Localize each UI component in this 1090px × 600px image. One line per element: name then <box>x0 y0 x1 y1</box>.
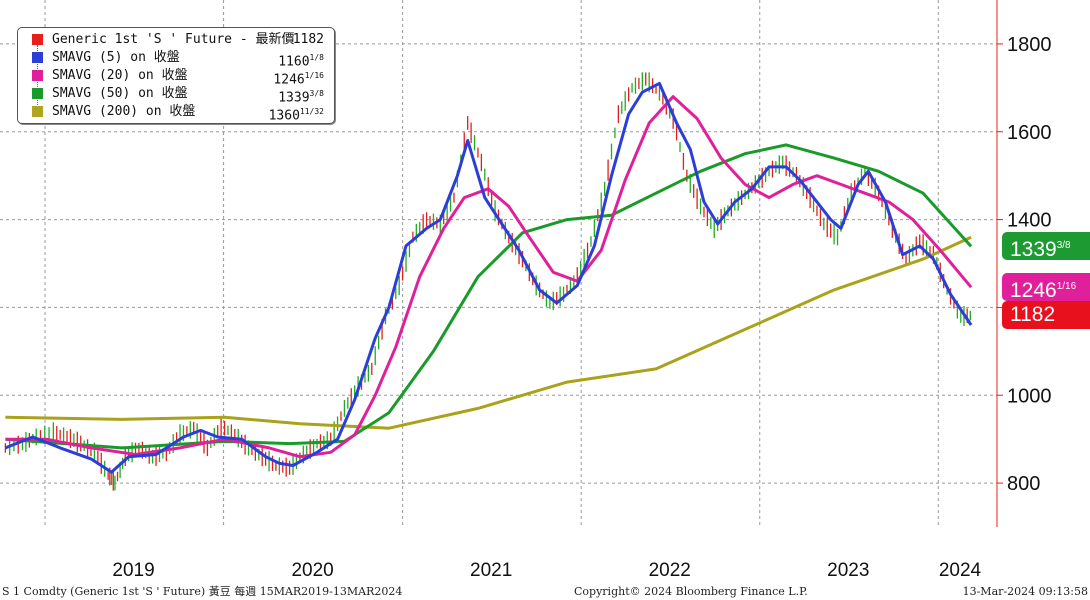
legend-swatch-sma50 <box>32 88 43 99</box>
legend-item-sma5: SMAVG (5) on 收盤 11601/8 <box>18 49 334 69</box>
last-value-tag-fraction: 3/8 <box>1056 240 1071 252</box>
legend-value-sma50-frac: 3/8 <box>309 89 324 98</box>
legend-value-sma20-int: 1246 <box>273 72 305 88</box>
legend-item-price: Generic 1st 'S ' Future - 最新價 1182 <box>18 31 334 48</box>
legend-label-price: Generic 1st 'S ' Future - 最新價 <box>52 32 295 47</box>
footer-ticker-info: S 1 Comdty (Generic 1st 'S ' Future) 黃豆 … <box>2 585 403 598</box>
legend-value-sma5-frac: 1/8 <box>309 53 324 62</box>
legend-label-sma20: SMAVG (20) on 收盤 <box>52 68 188 83</box>
legend-value-sma5-int: 1160 <box>278 54 310 70</box>
last-value-tag-fraction: 1/16 <box>1056 281 1077 293</box>
last-value-tag-1246: 12461/16 <box>1002 273 1090 302</box>
last-value-tag-number: 1246 <box>1010 279 1057 302</box>
legend-value-sma20: 12461/16 <box>273 67 324 88</box>
legend-value-sma200-frac: 11/32 <box>299 107 324 116</box>
legend-value-sma50: 13393/8 <box>278 85 324 106</box>
series-line-sma5 <box>4 81 973 474</box>
legend-item-sma50: SMAVG (50) on 收盤 13393/8 <box>18 85 334 105</box>
x-tick-label-2020: 2020 <box>291 560 333 581</box>
legend-label-sma50: SMAVG (50) on 收盤 <box>52 86 188 101</box>
y-tick-label-1400: 1400 <box>1007 210 1052 232</box>
legend-label-sma5: SMAVG (5) on 收盤 <box>52 50 180 65</box>
legend-item-sma200: SMAVG (200) on 收盤 136011/32 <box>18 103 334 123</box>
y-tick-label-1000: 1000 <box>1007 385 1052 407</box>
x-tick-label-2021: 2021 <box>470 560 512 581</box>
footer-timestamp: 13-Mar-2024 09:13:58 <box>962 585 1088 598</box>
footer-copyright: Copyright© 2024 Bloomberg Finance L.P. <box>574 585 808 598</box>
y-tick-label-1800: 1800 <box>1007 34 1052 56</box>
y-tick-label-1600: 1600 <box>1007 122 1052 144</box>
legend-swatch-price <box>32 34 43 45</box>
last-value-tag-1182: 1182 <box>1002 301 1090 330</box>
chart-legend: Generic 1st 'S ' Future - 最新價 1182 SMAVG… <box>17 27 335 124</box>
legend-swatch-sma5 <box>32 52 43 63</box>
x-tick-label-2023: 2023 <box>827 560 869 581</box>
legend-label-sma200: SMAVG (200) on 收盤 <box>52 104 196 119</box>
last-value-tag-number: 1339 <box>1010 238 1057 261</box>
legend-swatch-sma200 <box>32 106 43 117</box>
legend-value-sma50-int: 1339 <box>278 90 310 106</box>
y-tick-label-800: 800 <box>1007 473 1040 495</box>
legend-value-sma200: 136011/32 <box>269 103 324 124</box>
last-value-tag-1339: 13393/8 <box>1002 232 1090 261</box>
series-line-sma50 <box>5 143 973 450</box>
series-line-sma20 <box>5 95 973 459</box>
legend-value-sma20-frac: 1/16 <box>304 71 324 80</box>
legend-item-sma20: SMAVG (20) on 收盤 12461/16 <box>18 67 334 87</box>
legend-value-price: 1182 <box>292 32 324 47</box>
legend-value-sma200-int: 1360 <box>268 108 300 124</box>
x-tick-label-2024: 2024 <box>939 560 982 581</box>
x-tick-label-2022: 2022 <box>649 560 691 581</box>
x-tick-label-2019: 2019 <box>112 560 154 581</box>
series-line-sma200 <box>5 235 972 430</box>
legend-value-sma5: 11601/8 <box>278 49 324 70</box>
legend-swatch-sma20 <box>32 70 43 81</box>
last-value-tag-number: 1182 <box>1010 303 1056 327</box>
